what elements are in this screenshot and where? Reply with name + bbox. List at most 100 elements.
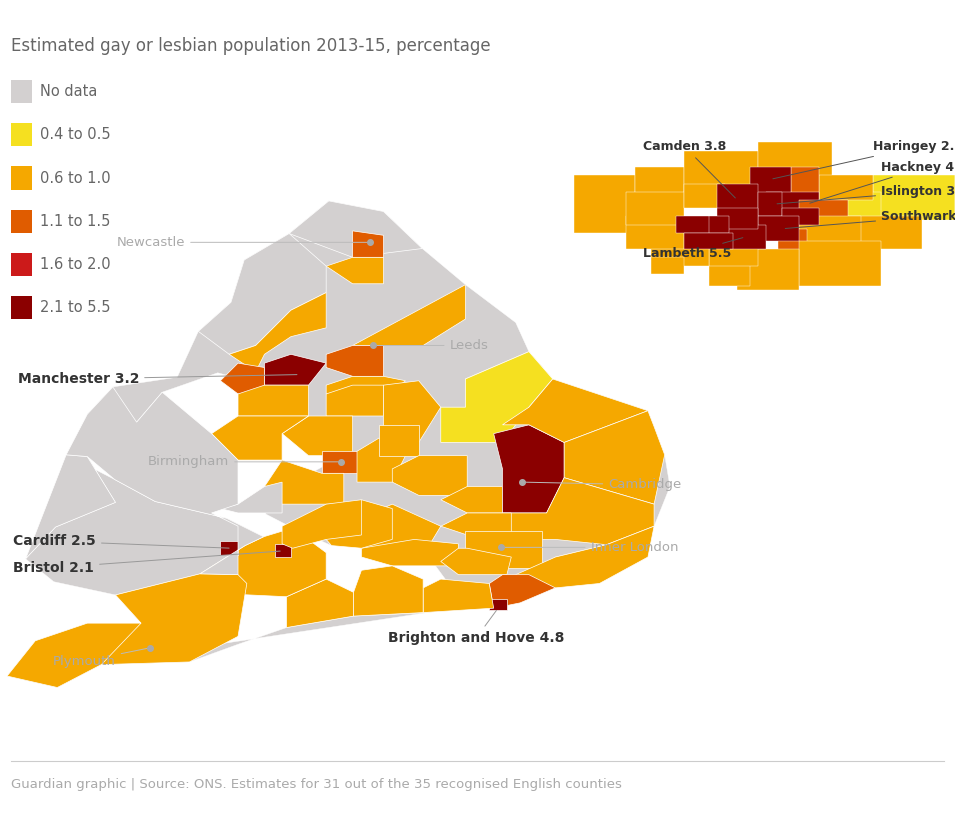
Polygon shape [489,575,556,608]
Polygon shape [327,385,384,416]
Polygon shape [265,354,327,385]
Polygon shape [489,599,507,610]
Text: Hackney 4.3: Hackney 4.3 [810,161,955,203]
Polygon shape [177,528,327,597]
Polygon shape [282,416,352,456]
Text: Manchester 3.2: Manchester 3.2 [17,372,297,386]
Polygon shape [441,548,511,575]
Polygon shape [717,184,758,216]
Text: Leeds: Leeds [375,339,488,352]
Polygon shape [199,234,327,354]
Polygon shape [327,345,384,376]
Polygon shape [384,381,441,443]
Polygon shape [393,456,467,495]
Polygon shape [848,216,923,250]
Polygon shape [361,539,458,566]
Text: 0.6 to 1.0: 0.6 to 1.0 [40,171,111,186]
Polygon shape [282,500,361,548]
Polygon shape [289,201,422,257]
Polygon shape [229,293,327,372]
Polygon shape [7,623,141,687]
Polygon shape [221,482,282,513]
Polygon shape [717,208,758,229]
Polygon shape [327,257,384,284]
Polygon shape [322,451,357,473]
Polygon shape [26,455,116,559]
Polygon shape [327,500,393,548]
Polygon shape [766,191,819,216]
Text: Camden 3.8: Camden 3.8 [643,140,735,198]
Polygon shape [737,250,799,290]
Text: Estimated gay or lesbian population 2013-15, percentage: Estimated gay or lesbian population 2013… [11,37,491,56]
Text: Brighton and Hove 4.8: Brighton and Hove 4.8 [388,611,564,645]
Text: Birmingham: Birmingham [148,455,338,468]
Text: No data: No data [40,84,97,99]
Polygon shape [564,411,665,504]
Polygon shape [357,438,406,482]
Text: Newcastle: Newcastle [117,235,368,249]
Polygon shape [573,176,635,233]
Polygon shape [758,216,799,241]
Polygon shape [502,379,647,443]
Polygon shape [799,200,848,225]
Polygon shape [758,142,832,184]
Polygon shape [799,241,881,286]
Text: 1.1 to 1.5: 1.1 to 1.5 [40,214,111,229]
Polygon shape [832,191,881,220]
Polygon shape [441,513,511,535]
Polygon shape [651,257,684,274]
Text: Bristol 2.1: Bristol 2.1 [13,551,280,575]
Polygon shape [66,387,264,575]
Text: Southwark 5.0: Southwark 5.0 [785,210,955,229]
Polygon shape [352,230,384,257]
Polygon shape [441,487,502,513]
Polygon shape [635,167,684,200]
Polygon shape [516,526,654,588]
Polygon shape [799,216,860,250]
Text: Plymouth: Plymouth [53,648,147,667]
Text: Cardiff 2.5: Cardiff 2.5 [13,534,229,548]
Polygon shape [265,460,344,504]
Text: Cambridge: Cambridge [524,478,682,491]
Polygon shape [709,253,750,286]
Polygon shape [709,241,758,265]
Polygon shape [725,225,766,250]
Polygon shape [758,191,782,216]
Text: 2.1 to 5.5: 2.1 to 5.5 [40,300,111,315]
Polygon shape [379,425,418,456]
Polygon shape [750,167,791,196]
Polygon shape [327,376,406,399]
Polygon shape [361,504,441,548]
Polygon shape [494,425,564,513]
Polygon shape [212,416,308,460]
Polygon shape [275,544,291,557]
Polygon shape [7,201,670,687]
Text: Lambeth 5.5: Lambeth 5.5 [643,238,743,260]
Polygon shape [353,566,423,617]
Text: Inner London: Inner London [503,541,678,554]
Polygon shape [352,285,465,345]
Polygon shape [465,352,553,407]
Polygon shape [286,579,353,627]
Polygon shape [221,363,265,394]
Text: 1.6 to 2.0: 1.6 to 2.0 [40,257,111,272]
Polygon shape [238,385,308,416]
Polygon shape [684,233,733,250]
Polygon shape [626,216,684,250]
Text: Haringey 2.1: Haringey 2.1 [773,140,955,179]
Polygon shape [441,352,553,443]
Polygon shape [87,574,246,665]
Polygon shape [791,167,819,200]
Text: Islington 3.3: Islington 3.3 [777,186,955,204]
Polygon shape [651,233,709,265]
Polygon shape [819,176,873,200]
Polygon shape [684,184,725,208]
Text: Guardian graphic | Source: ONS. Estimates for 31 out of the 35 recognised Englis: Guardian graphic | Source: ONS. Estimate… [11,778,623,791]
Text: 0.4 to 0.5: 0.4 to 0.5 [40,127,111,142]
Polygon shape [221,541,238,555]
Polygon shape [782,208,819,225]
Polygon shape [684,151,758,191]
Polygon shape [873,176,955,220]
Polygon shape [465,531,542,567]
Polygon shape [502,478,654,545]
